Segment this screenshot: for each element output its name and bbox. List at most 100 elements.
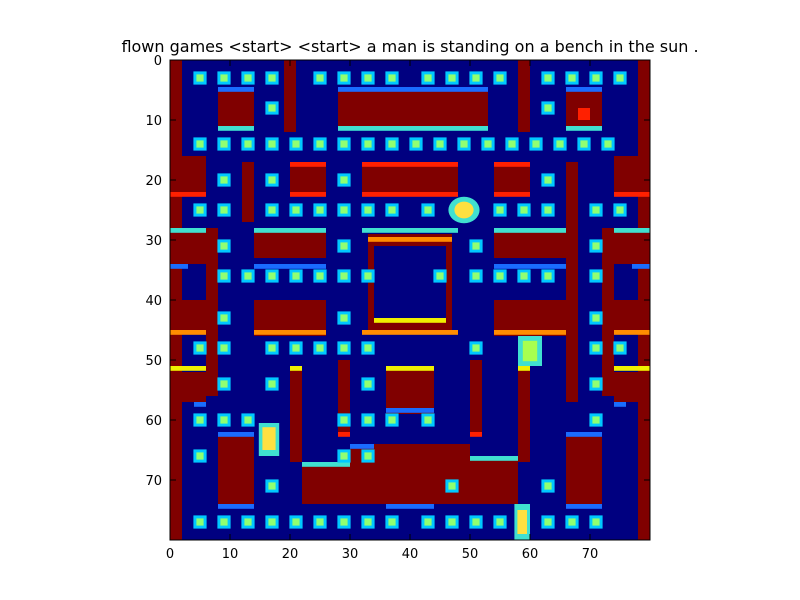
- wall-edge: [218, 126, 254, 131]
- pellet-core: [244, 74, 252, 82]
- wall-edge: [494, 192, 530, 197]
- wall-block: [614, 228, 650, 264]
- pellet-core: [364, 206, 372, 214]
- wall-block: [170, 300, 206, 330]
- pellet-core: [292, 344, 300, 352]
- pellet-core: [292, 206, 300, 214]
- pellet-core: [340, 140, 348, 148]
- pellet-core: [520, 272, 528, 280]
- wall-edge: [170, 264, 188, 269]
- wall-edge: [578, 108, 590, 120]
- wall-edge: [614, 192, 650, 197]
- pellet-core: [316, 272, 324, 280]
- wall-edge: [566, 432, 602, 437]
- pellet-core: [220, 314, 228, 322]
- wall-block: [386, 366, 434, 414]
- pellet-core: [616, 206, 624, 214]
- wall-block: [284, 60, 296, 132]
- pellet-core: [544, 206, 552, 214]
- x-tick-label: 40: [402, 547, 419, 562]
- wall-block: [218, 432, 254, 504]
- pellet-core: [244, 272, 252, 280]
- y-tick-label: 20: [145, 174, 162, 189]
- pellet-core: [424, 416, 432, 424]
- wall-edge: [518, 366, 530, 371]
- x-tick-label: 20: [282, 547, 299, 562]
- pellet-core: [544, 104, 552, 112]
- pellet-core: [220, 344, 228, 352]
- wall-edge: [170, 366, 206, 371]
- pellet-core: [364, 380, 372, 388]
- pellet-core: [472, 344, 480, 352]
- pellet-core: [532, 140, 540, 148]
- wall-edge: [338, 432, 350, 437]
- wall-edge: [194, 402, 206, 407]
- pellet-core: [220, 176, 228, 184]
- pellet-core: [268, 380, 276, 388]
- wall-edge: [470, 432, 482, 437]
- wall-edge: [614, 366, 650, 371]
- pellet-core: [340, 272, 348, 280]
- pellet-core: [448, 482, 456, 490]
- pellet-core: [196, 416, 204, 424]
- pellet-core: [424, 518, 432, 526]
- wall-edge: [494, 228, 566, 233]
- pellet-core: [268, 482, 276, 490]
- wall-edge: [386, 408, 434, 413]
- wall-edge: [338, 87, 488, 92]
- wall-edge: [470, 456, 518, 461]
- pellet-core: [268, 176, 276, 184]
- wall-block: [338, 90, 488, 126]
- pellet-core: [196, 344, 204, 352]
- pellet-core: [436, 272, 444, 280]
- sprite-player-core: [454, 201, 474, 219]
- pellet-core: [472, 518, 480, 526]
- pellet-core: [388, 518, 396, 526]
- pellet-core: [196, 518, 204, 526]
- chart-title: flown games <start> <start> a man is sta…: [121, 37, 698, 56]
- wall-edge: [494, 330, 566, 335]
- pellet-core: [292, 272, 300, 280]
- pellet-core: [244, 416, 252, 424]
- wall-edge: [374, 318, 446, 323]
- wall-block: [566, 162, 578, 402]
- wall-edge: [362, 228, 458, 233]
- pellet-core: [580, 140, 588, 148]
- pellet-core: [196, 206, 204, 214]
- pellet-core: [388, 416, 396, 424]
- pellet-core: [220, 380, 228, 388]
- pellet-core: [544, 176, 552, 184]
- pellet-core: [268, 272, 276, 280]
- x-tick-label: 60: [522, 547, 539, 562]
- y-tick-label: 30: [145, 234, 162, 249]
- wall-block: [170, 372, 206, 402]
- wall-edge: [302, 462, 350, 467]
- pellet-core: [364, 518, 372, 526]
- pellet-core: [544, 74, 552, 82]
- wall-edge: [566, 87, 602, 92]
- pellet-core: [220, 74, 228, 82]
- wall-block: [218, 90, 254, 126]
- pellet-core: [268, 518, 276, 526]
- wall-block: [206, 228, 218, 396]
- pellet-core: [340, 242, 348, 250]
- pellet-core: [592, 206, 600, 214]
- x-axis: 0 10 20 30 40 50 60 70: [166, 60, 598, 562]
- wall-block: [470, 456, 518, 504]
- wall-block: [242, 162, 254, 222]
- wall-block: [470, 360, 482, 432]
- pellet-core: [484, 140, 492, 148]
- wall-edge: [218, 432, 254, 437]
- pellet-core: [436, 140, 444, 148]
- wall-edge: [170, 192, 206, 197]
- pellet-core: [496, 272, 504, 280]
- wall-edge: [362, 330, 458, 335]
- pellet-core: [592, 242, 600, 250]
- pellet-core: [364, 74, 372, 82]
- wall-edge: [254, 264, 326, 269]
- pellet-core: [364, 416, 372, 424]
- pellet-core: [556, 140, 564, 148]
- pellet-core: [496, 518, 504, 526]
- pellet-core: [424, 206, 432, 214]
- pellet-core: [592, 518, 600, 526]
